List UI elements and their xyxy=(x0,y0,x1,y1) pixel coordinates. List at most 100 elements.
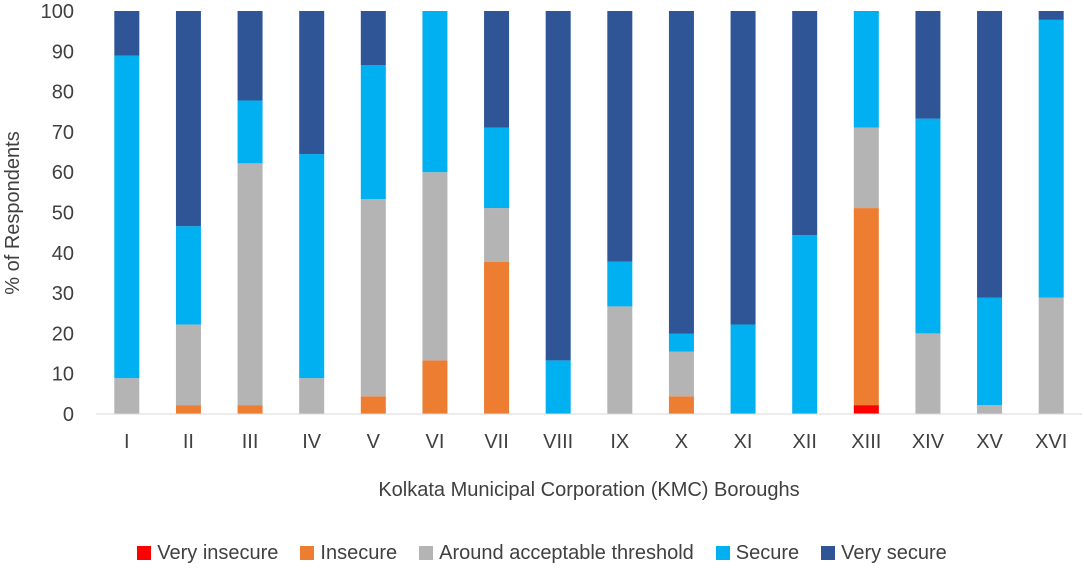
x-axis-label: Kolkata Municipal Corporation (KMC) Boro… xyxy=(378,479,799,501)
bar-segment-xv-around-acceptable-threshold xyxy=(977,405,1003,414)
x-tick-label: V xyxy=(367,431,381,453)
bar-segment-ix-around-acceptable-threshold xyxy=(607,306,633,414)
bar-segment-xiii-around-acceptable-threshold xyxy=(853,127,879,209)
y-tick-label: 80 xyxy=(52,82,74,104)
x-tick-label: III xyxy=(242,431,259,453)
bar-segment-i-very-secure xyxy=(114,11,140,56)
bar-segment-x-very-secure xyxy=(668,11,694,334)
bar-segment-iv-secure xyxy=(299,154,325,379)
bar-segment-iii-insecure xyxy=(237,405,263,414)
legend-swatch xyxy=(419,546,434,560)
bar-segment-xii-very-secure xyxy=(792,11,818,236)
legend-swatch xyxy=(137,546,152,560)
bar-segment-ii-secure xyxy=(175,226,201,325)
legend-swatch xyxy=(715,546,730,560)
bar-segment-iii-very-secure xyxy=(237,11,263,101)
legend-item: Insecure xyxy=(300,542,397,565)
bar-segment-vi-around-acceptable-threshold xyxy=(422,172,448,361)
x-tick-label: XVI xyxy=(1035,431,1067,453)
bar-segment-xi-secure xyxy=(730,324,756,414)
bar-segment-ii-around-acceptable-threshold xyxy=(175,324,201,406)
y-tick-label: 70 xyxy=(52,122,74,144)
x-tick-label: XI xyxy=(734,431,753,453)
bar-segment-vi-insecure xyxy=(422,360,448,414)
legend-item: Very insecure xyxy=(137,542,278,565)
bar-segment-iii-around-acceptable-threshold xyxy=(237,163,263,406)
bar-segment-xiii-insecure xyxy=(853,208,879,406)
bar-segment-iv-around-acceptable-threshold xyxy=(299,378,325,414)
y-axis-ticks: 0 10 20 30 40 50 60 70 80 90 100 xyxy=(41,1,74,426)
x-axis-ticks: I II III IV V VI VII VIII IX X XI XII XIII XIV XV XVI xyxy=(124,431,1067,453)
bar-segment-xiv-secure xyxy=(915,118,941,334)
bar-segment-xiv-around-acceptable-threshold xyxy=(915,333,941,414)
bar-segment-xi-very-secure xyxy=(730,11,756,325)
x-tick-label: IV xyxy=(302,431,322,453)
y-tick-label: 10 xyxy=(52,364,74,386)
y-tick-label: 60 xyxy=(52,162,74,184)
y-tick-label: 90 xyxy=(52,41,74,63)
bar-segment-iii-secure xyxy=(237,100,263,164)
bar-segment-vii-insecure xyxy=(484,261,510,414)
x-tick-label: X xyxy=(675,431,688,453)
legend-item: Secure xyxy=(715,541,800,565)
x-tick-label: XII xyxy=(792,431,816,453)
y-tick-label: 100 xyxy=(41,1,74,23)
x-tick-label: XV xyxy=(976,431,1003,453)
x-tick-label: XIV xyxy=(912,431,945,453)
y-axis-label: % of Respondents xyxy=(2,131,24,294)
x-tick-label: VII xyxy=(484,431,508,453)
x-tick-label: I xyxy=(124,431,130,453)
bar-segment-xvi-very-secure xyxy=(1038,11,1064,20)
bar-segment-x-secure xyxy=(668,333,694,352)
bar-segment-vii-around-acceptable-threshold xyxy=(484,208,510,262)
bar-segment-i-secure xyxy=(114,55,140,379)
bar-segment-v-very-secure xyxy=(360,11,386,65)
y-tick-label: 20 xyxy=(52,323,74,345)
bar-segment-xv-very-secure xyxy=(977,11,1003,298)
legend-swatch xyxy=(300,546,315,560)
legend-item: Around acceptable threshold xyxy=(419,542,694,565)
y-tick-label: 50 xyxy=(52,203,74,225)
y-tick-label: 40 xyxy=(52,243,74,265)
x-tick-label: II xyxy=(183,431,194,453)
bar-segment-iv-very-secure xyxy=(299,11,325,155)
bar-segment-v-secure xyxy=(360,65,386,200)
bar-segment-vii-very-secure xyxy=(484,11,510,128)
bar-segment-xii-secure xyxy=(792,235,818,414)
bar-segment-xv-secure xyxy=(977,297,1003,406)
legend-label: Insecure xyxy=(320,541,398,564)
legend-swatch xyxy=(821,546,836,560)
bars-layer xyxy=(114,11,1064,414)
bar-segment-vii-secure xyxy=(484,127,510,209)
bar-segment-xvi-secure xyxy=(1038,19,1064,298)
bar-segment-xiii-very-insecure xyxy=(853,405,879,414)
legend: Very insecure Insecure Around acceptable t… xyxy=(0,540,1084,566)
bar-segment-x-around-acceptable-threshold xyxy=(668,351,694,397)
legend-label: Very insecure xyxy=(157,541,279,564)
legend-item: Very secure xyxy=(821,542,947,565)
bar-segment-ix-very-secure xyxy=(607,11,633,262)
bar-segment-viii-very-secure xyxy=(545,11,571,361)
bar-segment-i-around-acceptable-threshold xyxy=(114,378,140,414)
x-tick-label: VI xyxy=(425,431,444,453)
bar-segment-v-insecure xyxy=(360,396,386,414)
x-tick-label: XIII xyxy=(851,431,881,453)
legend-label: Very secure xyxy=(841,541,947,564)
bar-segment-vi-secure xyxy=(422,11,448,173)
bar-segment-ii-very-secure xyxy=(175,11,201,227)
x-tick-label: VIII xyxy=(543,431,573,453)
bar-segment-x-insecure xyxy=(668,396,694,414)
bar-segment-v-around-acceptable-threshold xyxy=(360,199,386,397)
legend-label: Secure xyxy=(735,541,800,564)
bar-segment-ii-insecure xyxy=(175,405,201,414)
bar-segment-xiv-very-secure xyxy=(915,11,941,119)
bar-segment-ix-secure xyxy=(607,261,633,307)
x-tick-label: IX xyxy=(610,431,629,453)
y-tick-label: 0 xyxy=(63,404,74,426)
bar-segment-xiii-secure xyxy=(853,11,879,128)
legend-label: Around acceptable threshold xyxy=(439,541,694,564)
y-tick-label: 30 xyxy=(52,283,74,305)
bar-segment-xvi-around-acceptable-threshold xyxy=(1038,297,1064,414)
bar-segment-viii-secure xyxy=(545,360,571,414)
